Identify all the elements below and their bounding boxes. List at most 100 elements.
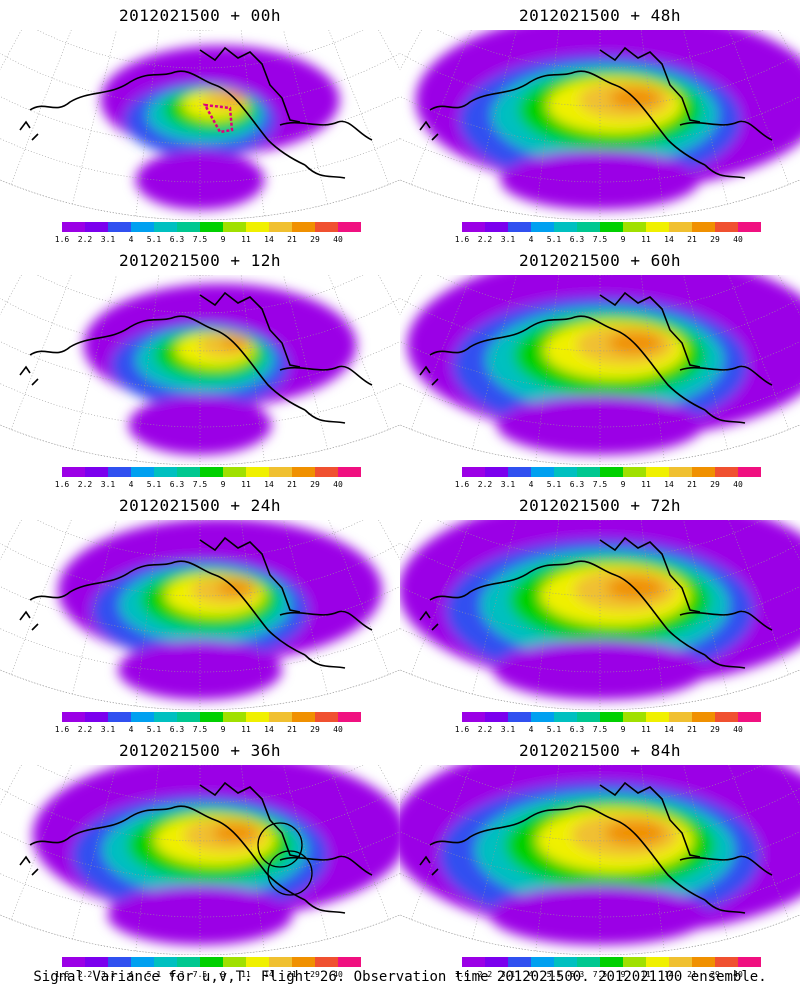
colorbar-tick-label: 21 bbox=[687, 725, 697, 734]
colorbar-tick-label: 11 bbox=[641, 725, 651, 734]
variance-map bbox=[0, 520, 400, 710]
colorbar-tick-label: 14 bbox=[264, 235, 274, 244]
colorbar-swatch bbox=[646, 222, 669, 232]
colorbar-swatch bbox=[269, 957, 292, 967]
colorbar-swatch bbox=[338, 222, 361, 232]
colorbar-tick-label: 1.6 bbox=[54, 235, 70, 244]
colorbar-swatch bbox=[508, 467, 531, 477]
colorbar-tick-label: 40 bbox=[733, 725, 743, 734]
colorbar-tick-label: 21 bbox=[287, 970, 297, 979]
colorbar-swatch bbox=[269, 222, 292, 232]
colorbar-tick-label: 2.2 bbox=[477, 725, 493, 734]
colorbar-tick-label: 11 bbox=[641, 970, 651, 979]
colorbar-labels: 1.6 2.2 3.1 4 5.1 6.3 7.5 9 11 14 21 29 40 bbox=[55, 480, 361, 490]
colorbar-tick-label: 3.1 bbox=[500, 725, 516, 734]
colorbar-tick-label: 7.5 bbox=[192, 480, 208, 489]
colorbar-swatch bbox=[623, 712, 646, 722]
colorbar-tick-label: 9 bbox=[620, 970, 626, 979]
colorbar-tick-label: 5.1 bbox=[546, 970, 562, 979]
colorbar-tick-label: 29 bbox=[710, 970, 720, 979]
colorbar-tick-label: 11 bbox=[641, 480, 651, 489]
colorbar-tick-label: 1.6 bbox=[454, 235, 470, 244]
colorbar-tick-label: 29 bbox=[310, 235, 320, 244]
colorbar-swatch bbox=[646, 712, 669, 722]
colorbar-swatch bbox=[554, 467, 577, 477]
colorbar-labels: 1.6 2.2 3.1 4 5.1 6.3 7.5 9 11 14 21 29 40 bbox=[55, 235, 361, 245]
colorbar-tick-label: 4 bbox=[128, 235, 134, 244]
panel-title: 2012021500 + 24h bbox=[118, 496, 282, 515]
colorbar-tick-label: 21 bbox=[687, 970, 697, 979]
colorbar-swatch bbox=[577, 957, 600, 967]
colorbar-tick-label: 29 bbox=[710, 480, 720, 489]
colorbar bbox=[462, 957, 761, 967]
colorbar-tick-label: 14 bbox=[264, 480, 274, 489]
colorbar-tick-label: 5.1 bbox=[146, 480, 162, 489]
colorbar-tick-label: 29 bbox=[310, 970, 320, 979]
colorbar bbox=[62, 222, 361, 232]
colorbar-tick-label: 14 bbox=[264, 725, 274, 734]
colorbar-swatch bbox=[531, 957, 554, 967]
colorbar-swatch bbox=[669, 467, 692, 477]
colorbar-tick-label: 21 bbox=[287, 725, 297, 734]
forecast-panel: 2012021500 + 12h 1.6 2.2 3.1 4 5.1 6.3 7.5 9 11 14… bbox=[0, 245, 400, 490]
colorbar-tick-label: 14 bbox=[264, 970, 274, 979]
colorbar-tick-label: 9 bbox=[220, 725, 226, 734]
colorbar-swatch bbox=[462, 222, 485, 232]
variance-map bbox=[0, 30, 400, 220]
colorbar-tick-label: 7.5 bbox=[592, 725, 608, 734]
colorbar-swatch bbox=[577, 467, 600, 477]
colorbar-tick-label: 6.3 bbox=[169, 970, 185, 979]
colorbar-tick-label: 9 bbox=[620, 725, 626, 734]
colorbar-swatch bbox=[154, 467, 177, 477]
colorbar-tick-label: 2.2 bbox=[77, 480, 93, 489]
panel-title: 2012021500 + 00h bbox=[118, 6, 282, 25]
colorbar-swatch bbox=[108, 712, 131, 722]
colorbar-tick-label: 5.1 bbox=[546, 235, 562, 244]
colorbar-tick-label: 29 bbox=[310, 725, 320, 734]
variance-map bbox=[400, 275, 800, 465]
figure-caption: Signal Variance for u,v,T. Flight 26. Ob… bbox=[33, 969, 767, 985]
colorbar-swatch bbox=[85, 222, 108, 232]
colorbar-labels: 1.6 2.2 3.1 4 5.1 6.3 7.5 9 11 14 21 29 40 bbox=[455, 235, 761, 245]
colorbar-swatch bbox=[131, 712, 154, 722]
colorbar-swatch bbox=[692, 222, 715, 232]
colorbar-tick-label: 6.3 bbox=[569, 725, 585, 734]
colorbar-swatch bbox=[62, 467, 85, 477]
colorbar-swatch bbox=[531, 712, 554, 722]
colorbar-swatch bbox=[292, 712, 315, 722]
colorbar-swatch bbox=[715, 712, 738, 722]
panel-title: 2012021500 + 60h bbox=[518, 251, 682, 270]
colorbar-swatch bbox=[646, 957, 669, 967]
colorbar-swatch bbox=[485, 957, 508, 967]
colorbar-swatch bbox=[338, 957, 361, 967]
colorbar-swatch bbox=[177, 957, 200, 967]
variance-map bbox=[0, 275, 400, 465]
colorbar-tick-label: 6.3 bbox=[569, 480, 585, 489]
colorbar-swatch bbox=[200, 957, 223, 967]
colorbar-swatch bbox=[738, 222, 761, 232]
colorbar-swatch bbox=[108, 957, 131, 967]
colorbar-tick-label: 14 bbox=[664, 970, 674, 979]
colorbar-swatch bbox=[292, 222, 315, 232]
colorbar-tick-label: 7.5 bbox=[192, 970, 208, 979]
forecast-panel: 2012021500 + 60h 1.6 2.2 3.1 4 5.1 6.3 7.5 9 11 14… bbox=[400, 245, 800, 490]
colorbar-tick-label: 29 bbox=[710, 725, 720, 734]
colorbar-tick-label: 14 bbox=[664, 480, 674, 489]
forecast-panel: 2012021500 + 48h 1.6 2.2 3.1 4 5.1 6.3 7.5 9 11 14… bbox=[400, 0, 800, 245]
colorbar bbox=[462, 467, 761, 477]
panel-title: 2012021500 + 84h bbox=[518, 741, 682, 760]
colorbar-swatch bbox=[485, 712, 508, 722]
colorbar-tick-label: 40 bbox=[333, 970, 343, 979]
colorbar-swatch bbox=[85, 467, 108, 477]
forecast-panel: 2012021500 + 72h 1.6 2.2 3.1 4 5.1 6.3 7.5 9 11 14… bbox=[400, 490, 800, 735]
colorbar-swatch bbox=[623, 957, 646, 967]
colorbar-tick-label: 3.1 bbox=[500, 235, 516, 244]
colorbar-swatch bbox=[108, 222, 131, 232]
colorbar-tick-label: 2.2 bbox=[77, 725, 93, 734]
colorbar-swatch bbox=[738, 712, 761, 722]
colorbar-tick-label: 4 bbox=[528, 480, 534, 489]
colorbar-tick-label: 9 bbox=[220, 235, 226, 244]
panel-title: 2012021500 + 36h bbox=[118, 741, 282, 760]
colorbar-swatch bbox=[292, 467, 315, 477]
colorbar-tick-label: 3.1 bbox=[100, 970, 116, 979]
